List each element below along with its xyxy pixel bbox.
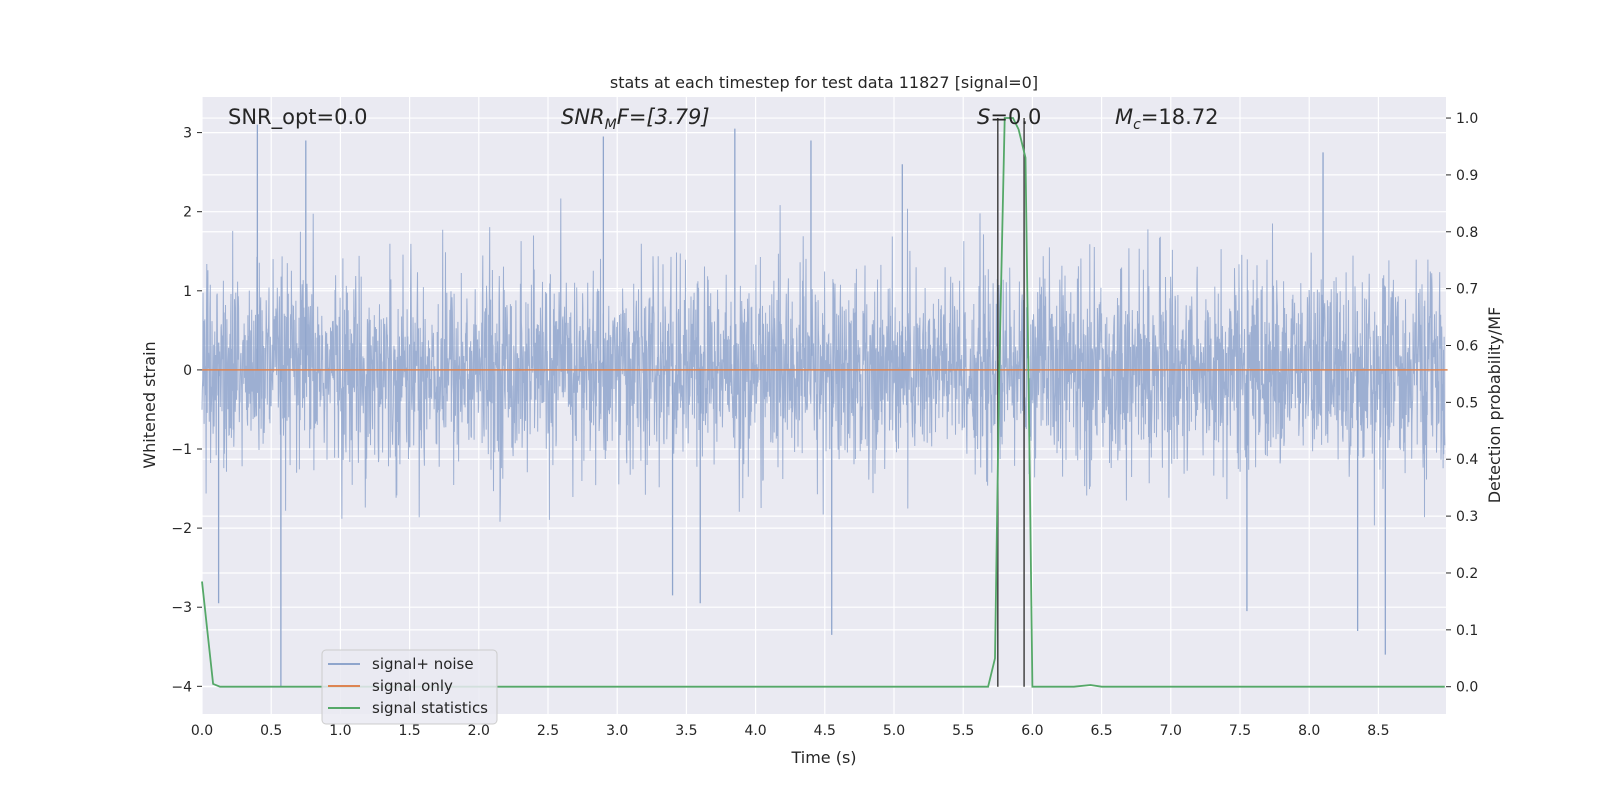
x-tick-label: 0.0: [191, 723, 213, 739]
mc-main: M: [1115, 105, 1133, 129]
x-tick-label: 6.0: [1021, 723, 1043, 739]
x-tick-label: 4.5: [814, 723, 836, 739]
x-tick-label: 4.0: [744, 723, 766, 739]
x-tick-label: 7.5: [1229, 723, 1251, 739]
x-tick-label: 5.0: [883, 723, 905, 739]
annotation-mc: Mc=18.72: [1115, 105, 1219, 133]
x-tick-label: 8.0: [1298, 723, 1320, 739]
y2-tick-label: 0.1: [1456, 623, 1478, 639]
x-ticks: 0.0 0.5 1.0 1.5 2.0 2.5 3.0 3.5 4.0 4.5 5.0 5.5 6.0 6…: [191, 723, 1390, 739]
y2-tick-label: 0.8: [1456, 225, 1478, 241]
legend-label-stats: signal statistics: [372, 699, 488, 717]
y-tick-label: 3: [183, 126, 192, 142]
y2-tick-label: 0.2: [1456, 566, 1478, 582]
x-tick-label: 2.5: [537, 723, 559, 739]
y-tick-label: −4: [171, 679, 192, 695]
y2-tick-label: 0.4: [1456, 452, 1478, 468]
series-signal-plus-noise: [201, 124, 1446, 687]
y-tick-label: 1: [183, 284, 192, 300]
x-tick-label: 2.0: [468, 723, 490, 739]
vertical-markers: [997, 118, 1025, 687]
chart-title: stats at each timestep for test data 118…: [610, 73, 1038, 92]
x-tick-label: 8.5: [1367, 723, 1389, 739]
snr-mf-main: SNR: [561, 105, 605, 129]
y-ticks: 3 2 1 0 −1 −2 −3 −4: [171, 126, 202, 695]
y-tick-label: 0: [183, 363, 192, 379]
x-tick-label: 0.5: [260, 723, 282, 739]
y2-tick-label: 0.5: [1456, 395, 1478, 411]
mc-sub: c: [1133, 117, 1141, 133]
annotation-snr-opt: SNR_opt=0.0: [228, 105, 368, 130]
noise-trace: [201, 198, 1446, 526]
y-tick-label: −1: [171, 442, 192, 458]
y2-tick-label: 0.3: [1456, 509, 1478, 525]
x-tick-label: 6.5: [1090, 723, 1112, 739]
snr-mf-sub: M: [605, 117, 617, 133]
y-tick-label: −3: [171, 600, 192, 616]
mc-rest: =18.72: [1141, 105, 1219, 129]
x-tick-label: 3.0: [606, 723, 628, 739]
x-tick-label: 7.0: [1160, 723, 1182, 739]
x-tick-label: 1.0: [329, 723, 351, 739]
s-rest: =0.0: [990, 105, 1041, 129]
x-tick-label: 5.5: [952, 723, 974, 739]
y-tick-label: −2: [171, 521, 192, 537]
legend-label-signal: signal only: [372, 677, 453, 695]
y2-axis-label: Detection probability/MF: [1485, 307, 1504, 504]
y-tick-label: 2: [183, 205, 192, 221]
x-tick-label: 3.5: [675, 723, 697, 739]
y2-ticks: 1.0 0.9 0.8 0.7 0.6 0.5 0.4 0.3 0.2 0.1 0.0: [1446, 111, 1478, 696]
annotation-s: S=0.0: [977, 105, 1041, 129]
y2-tick-label: 0.9: [1456, 168, 1478, 184]
legend-box: [321, 649, 498, 725]
y2-tick-label: 0.6: [1456, 339, 1478, 355]
y2-tick-label: 0.0: [1456, 680, 1478, 696]
x-axis-label: Time (s): [790, 748, 856, 767]
legend: signal+ noise signal only signal statist…: [321, 649, 498, 725]
annotation-snr-mf: SNRMF=[3.79]: [561, 105, 710, 133]
legend-label-noise: signal+ noise: [372, 655, 474, 673]
s-main: S: [977, 105, 990, 129]
snr-mf-rest: F=[3.79]: [617, 105, 710, 129]
y2-tick-label: 0.7: [1456, 282, 1478, 298]
y-axis-label: Whitened strain: [140, 341, 159, 468]
x-tick-label: 1.5: [398, 723, 420, 739]
y2-tick-label: 1.0: [1456, 111, 1478, 127]
